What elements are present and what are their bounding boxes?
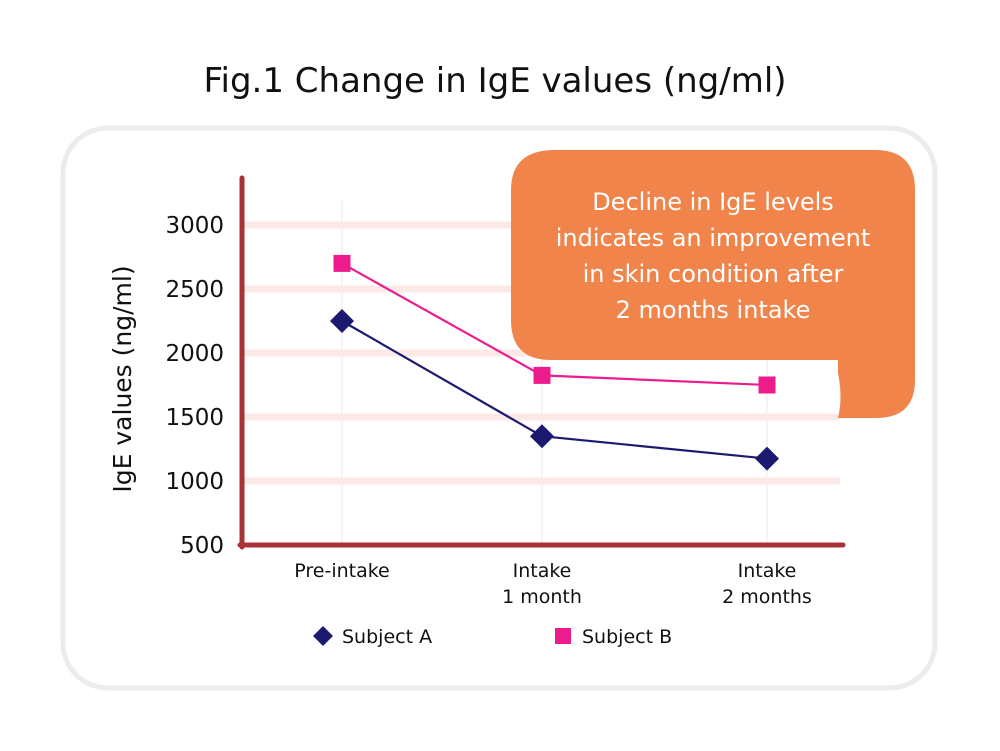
data-point (333, 254, 351, 272)
chart-title: Fig.1 Change in IgE values (ng/ml) (203, 61, 786, 101)
data-point (758, 376, 776, 394)
legend-marker (555, 628, 571, 644)
callout-text-line: in skin condition after (583, 260, 844, 288)
legend-item: Subject B (555, 626, 672, 648)
x-tick-label: Intake 2 months (722, 560, 812, 608)
x-tick-label-line: Pre-intake (294, 560, 390, 582)
legend-marker (313, 626, 333, 646)
series (330, 254, 779, 471)
y-tick-label: 500 (180, 533, 224, 559)
x-tick-label-line: 1 month (502, 586, 582, 608)
callout-text-line: Decline in IgE levels (592, 188, 834, 216)
y-tick-label: 3000 (165, 213, 224, 239)
legend-item: Subject A (313, 626, 432, 648)
series-subject-b (333, 254, 776, 394)
x-tick-label: Pre-intake (294, 560, 390, 582)
y-axis-label: IgE values (ng/ml) (108, 265, 137, 492)
legend-label: Subject B (582, 626, 672, 648)
x-tick-labels: Pre-intake Intake 1 month Intake 2 months (294, 560, 812, 608)
legend-label: Subject A (342, 626, 432, 648)
x-tick-label-line: Intake (513, 560, 572, 582)
legend: Subject A Subject B (313, 626, 672, 648)
data-point (755, 446, 779, 471)
y-tick-label: 1000 (165, 469, 224, 495)
data-point (330, 309, 354, 333)
callout-bubble (511, 150, 915, 418)
y-tick-label: 1500 (165, 405, 224, 431)
data-point (530, 424, 554, 449)
callout-text-line: indicates an improvement (556, 224, 871, 252)
x-tick-label: Intake 1 month (502, 560, 582, 608)
callout-text: Decline in IgE levels indicates an improv… (556, 188, 871, 324)
annotation-callout: Decline in IgE levels indicates an improv… (511, 150, 915, 418)
data-point (533, 366, 551, 384)
callout-text-line: 2 months intake (616, 296, 811, 324)
x-tick-label-line: Intake (738, 560, 797, 582)
y-tick-label: 2000 (165, 341, 224, 367)
y-tick-label: 2500 (165, 277, 224, 303)
series-subject-a (330, 309, 779, 471)
x-tick-label-line: 2 months (722, 586, 812, 608)
y-tick-labels: 3000 2500 2000 1500 1000 500 (165, 213, 224, 559)
